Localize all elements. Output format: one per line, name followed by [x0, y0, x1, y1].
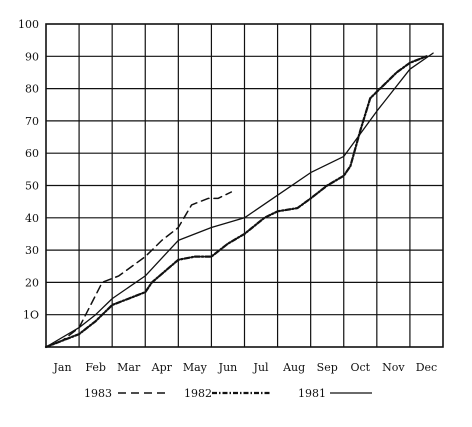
x-tick-label: Jun — [218, 361, 238, 374]
chart-legend: 1983 1982 1981 — [84, 387, 372, 400]
series-lines — [44, 52, 434, 349]
y-tick-label: 100 — [18, 18, 39, 31]
legend-item-1981: 1981 — [298, 387, 372, 400]
x-tick-label: Apr — [151, 361, 173, 374]
plot-frame — [45, 23, 444, 348]
x-tick-label: Mar — [117, 361, 141, 374]
x-tick-label: Nov — [382, 361, 405, 374]
legend-label: 1981 — [298, 387, 326, 400]
y-tick-label: 50 — [25, 180, 39, 193]
y-tick-label: 60 — [25, 147, 39, 160]
x-tick-label: Jul — [253, 361, 269, 374]
legend-label: 1983 — [84, 387, 112, 400]
x-tick-label: Jan — [53, 361, 72, 374]
y-tick-label: 1O — [23, 309, 39, 322]
x-tick-label: Dec — [416, 361, 438, 374]
y-tick-label: 90 — [25, 50, 39, 63]
y-tick-label: 70 — [25, 115, 39, 128]
legend-item-1983: 1983 — [84, 387, 170, 400]
y-tick-label: 40 — [25, 212, 39, 225]
y-tick-label: 80 — [25, 83, 39, 96]
series-line-1982 — [44, 55, 428, 349]
y-tick-label: 30 — [25, 244, 39, 257]
y-tick-label: 20 — [25, 276, 39, 289]
x-tick-label: Feb — [85, 361, 106, 374]
plot-border — [45, 23, 444, 348]
x-tick-labels: Jan Feb Mar Apr May Jun Jul Aug Sep Oct Nov Dec — [53, 361, 438, 374]
x-tick-label: May — [183, 361, 208, 374]
series-line-1981 — [45, 52, 434, 348]
chart-grid — [46, 24, 443, 347]
series-line-1983 — [45, 191, 233, 348]
x-tick-label: Sep — [317, 361, 338, 374]
legend-label: 1982 — [184, 387, 212, 400]
legend-item-1982: 1982 — [184, 387, 270, 400]
x-tick-label: Aug — [282, 361, 305, 374]
y-tick-labels: 1O 20 30 40 50 60 70 80 90 100 — [18, 18, 39, 322]
x-tick-label: Oct — [350, 361, 370, 374]
